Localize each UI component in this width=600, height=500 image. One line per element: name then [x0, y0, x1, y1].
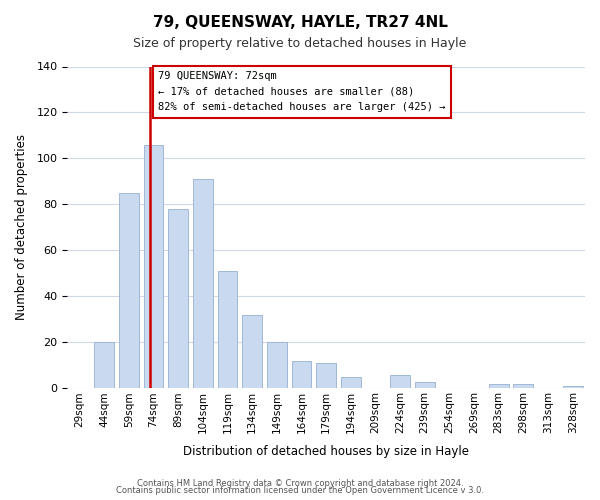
- Bar: [390, 374, 410, 388]
- Text: 79 QUEENSWAY: 72sqm
← 17% of detached houses are smaller (88)
82% of semi-detach: 79 QUEENSWAY: 72sqm ← 17% of detached ho…: [158, 71, 446, 112]
- Bar: [489, 384, 509, 388]
- Bar: [267, 342, 287, 388]
- X-axis label: Distribution of detached houses by size in Hayle: Distribution of detached houses by size …: [183, 444, 469, 458]
- Bar: [94, 342, 114, 388]
- Text: Contains HM Land Registry data © Crown copyright and database right 2024.: Contains HM Land Registry data © Crown c…: [137, 478, 463, 488]
- Bar: [193, 179, 212, 388]
- Y-axis label: Number of detached properties: Number of detached properties: [15, 134, 28, 320]
- Bar: [341, 377, 361, 388]
- Text: 79, QUEENSWAY, HAYLE, TR27 4NL: 79, QUEENSWAY, HAYLE, TR27 4NL: [152, 15, 448, 30]
- Bar: [143, 144, 163, 388]
- Bar: [218, 271, 238, 388]
- Bar: [563, 386, 583, 388]
- Bar: [119, 193, 139, 388]
- Bar: [168, 209, 188, 388]
- Text: Contains public sector information licensed under the Open Government Licence v : Contains public sector information licen…: [116, 486, 484, 495]
- Bar: [415, 382, 434, 388]
- Bar: [292, 361, 311, 388]
- Bar: [242, 315, 262, 388]
- Bar: [514, 384, 533, 388]
- Text: Size of property relative to detached houses in Hayle: Size of property relative to detached ho…: [133, 38, 467, 51]
- Bar: [316, 363, 336, 388]
